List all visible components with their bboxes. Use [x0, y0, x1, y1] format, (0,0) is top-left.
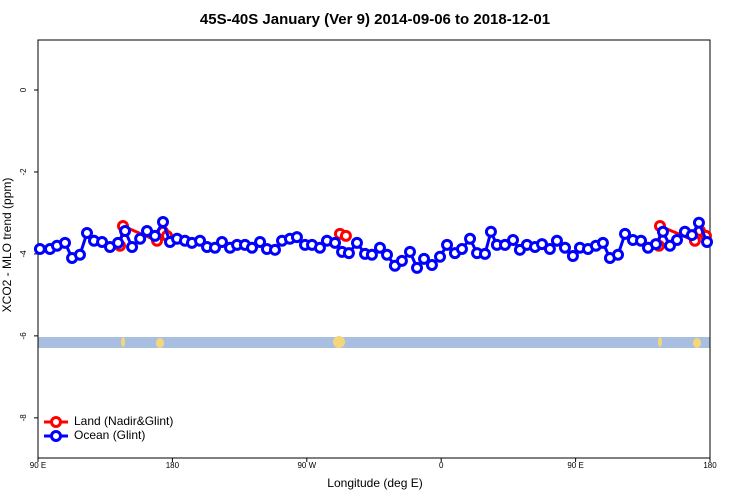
data-point [649, 238, 662, 251]
x-tick-label: 90 W [297, 461, 316, 470]
data-point [619, 227, 632, 240]
data-point [268, 243, 281, 256]
x-tick-label: 90 E [567, 461, 583, 470]
data-point [59, 236, 72, 249]
x-tick-label: 180 [166, 461, 180, 470]
data-point [498, 238, 511, 251]
data-point [80, 227, 93, 240]
x-tick-label: 180 [703, 461, 717, 470]
plot-frame [37, 39, 711, 459]
data-point [692, 216, 705, 229]
y-tick-label: 0 [19, 87, 28, 92]
data-point [596, 236, 609, 249]
data-point [612, 248, 625, 261]
data-point [558, 241, 571, 254]
data-point [425, 258, 438, 271]
x-tick-label: 0 [439, 461, 444, 470]
data-point [478, 247, 491, 260]
data-point [350, 236, 363, 249]
data-point [441, 238, 454, 251]
land-mask-band [38, 336, 710, 348]
data-point [342, 247, 355, 260]
y-tick-label: -2 [19, 168, 28, 176]
y-axis-label: XCO2 - MLO trend (ppm) [0, 178, 14, 313]
data-point [194, 234, 207, 247]
legend-marker [50, 416, 62, 428]
data-point [418, 252, 431, 265]
data-point [73, 248, 86, 261]
y-tick-label: -8 [19, 414, 28, 422]
data-point [313, 241, 326, 254]
data-point [254, 236, 267, 249]
y-tick-label: -4 [19, 250, 28, 258]
data-point [380, 248, 393, 261]
data-point [685, 229, 698, 242]
data-point [156, 215, 169, 228]
data-point [119, 224, 132, 237]
data-point [550, 234, 563, 247]
legend-label: Ocean (Glint) [74, 428, 145, 442]
data-point [215, 236, 228, 249]
chart-title: 45S-40S January (Ver 9) 2014-09-06 to 20… [200, 11, 550, 28]
data-point [33, 243, 46, 255]
data-point [464, 232, 477, 245]
data-point [339, 229, 352, 242]
data-point [455, 243, 468, 255]
data-point [365, 248, 378, 261]
data-point [434, 250, 447, 263]
x-tick-label: 90 E [30, 461, 46, 470]
y-tick-label: -6 [19, 332, 28, 340]
data-point [245, 241, 258, 254]
data-point [373, 241, 386, 254]
data-point [395, 254, 408, 267]
data-point [670, 233, 683, 246]
data-point [656, 225, 669, 238]
data-point [566, 249, 579, 262]
data-point [507, 233, 520, 246]
data-point [134, 232, 147, 245]
data-point [329, 236, 342, 249]
data-point [543, 243, 556, 255]
data-point [411, 261, 424, 274]
data-point [403, 245, 416, 258]
data-point [126, 240, 139, 253]
legend-marker [50, 430, 62, 442]
data-point [635, 234, 648, 247]
data-point [701, 236, 714, 249]
x-axis-label: Longitude (deg E) [327, 476, 422, 490]
data-point [290, 231, 303, 244]
data-point [484, 225, 497, 238]
data-point [148, 229, 161, 242]
legend-label: Land (Nadir&Glint) [74, 414, 173, 428]
data-point [112, 236, 125, 249]
